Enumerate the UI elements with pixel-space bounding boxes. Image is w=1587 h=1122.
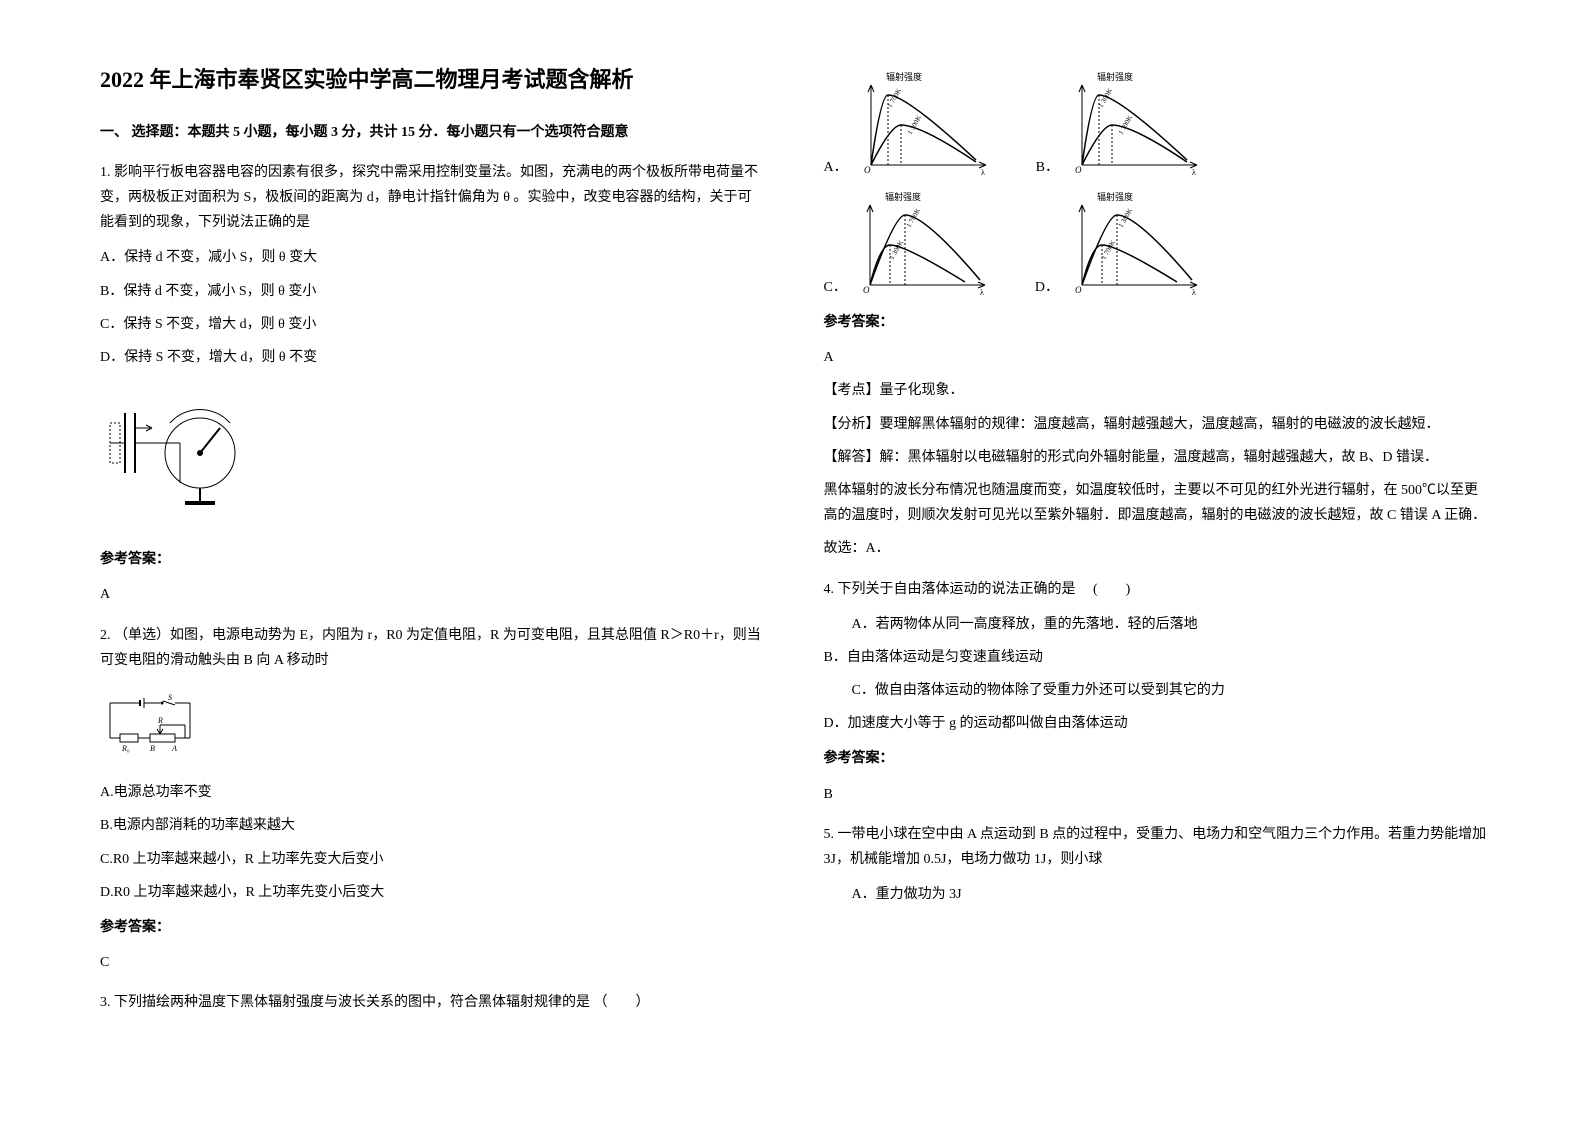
q1-answer: A [100, 582, 764, 607]
question-5: 5. 一带电小球在空中由 A 点运动到 B 点的过程中，受重力、电场力和空气阻力… [824, 822, 1488, 908]
graph-b-label: B． [1036, 155, 1059, 180]
graph-row-2: C． 辐射强度 1 700K 1 300K O λ D． 辐射强度 [824, 190, 1488, 300]
graph-a-label: A． [824, 155, 848, 180]
q1-opt-c: C．保持 S 不变，增大 d，则 θ 变小 [100, 312, 764, 337]
svg-text:O: O [863, 285, 870, 295]
q3-fenxi: 【分析】要理解黑体辐射的规律：温度越高，辐射越强越大，温度越高，辐射的电磁波的波… [824, 412, 1488, 437]
q2-opt-c: C.R0 上功率越来越小，R 上功率先变大后变小 [100, 847, 764, 872]
graph-d-label: D． [1035, 275, 1059, 300]
resistor-circuit-diagram: S R R₀ B A [100, 693, 200, 753]
question-2: 2. （单选）如图，电源电动势为 E，内阻为 r，R0 为定值电阻，R 为可变电… [100, 623, 764, 976]
svg-text:O: O [864, 165, 871, 175]
svg-text:1 700K: 1 700K [905, 207, 922, 229]
radiation-graph-b: 辐射强度 1 300K 1 700K O λ [1067, 70, 1207, 180]
svg-text:辐射强度: 辐射强度 [886, 71, 922, 82]
q2-answer: C [100, 950, 764, 975]
graph-d: D． 辐射强度 1 300K 1 700K O λ [1035, 190, 1207, 300]
svg-text:辐射强度: 辐射强度 [885, 191, 921, 202]
svg-text:λ: λ [981, 168, 985, 177]
q2-opt-b: B.电源内部消耗的功率越来越大 [100, 813, 764, 838]
q2-opt-a: A.电源总功率不变 [100, 780, 764, 805]
q2-text: 2. （单选）如图，电源电动势为 E，内阻为 r，R0 为定值电阻，R 为可变电… [100, 623, 764, 673]
question-1: 1. 影响平行板电容器电容的因素有很多，探究中需采用控制变量法。如图，充满电的两… [100, 160, 764, 608]
svg-text:S: S [168, 693, 172, 702]
q2-opt-d: D.R0 上功率越来越小，R 上功率先变小后变大 [100, 880, 764, 905]
svg-text:1 300K: 1 300K [905, 114, 922, 136]
right-column: A． 辐射强度 1 700K 1 300K O λ B． 辐射强度 [824, 60, 1488, 1031]
capacitor-circuit-diagram [100, 393, 260, 513]
q4-opt-d: D．加速度大小等于 g 的运动都叫做自由落体运动 [824, 711, 1488, 736]
q3-answer-label: 参考答案： [824, 310, 1488, 335]
svg-text:λ: λ [1192, 168, 1196, 177]
radiation-graph-a: 辐射强度 1 700K 1 300K O λ [856, 70, 996, 180]
svg-text:O: O [1075, 285, 1082, 295]
q2-answer-label: 参考答案： [100, 915, 764, 940]
svg-text:O: O [1075, 165, 1082, 175]
q3-jieda-1: 【解答】解：黑体辐射以电磁辐射的形式向外辐射能量，温度越高，辐射越强越大，故 B… [824, 445, 1488, 470]
q4-opt-c: C．做自由落体运动的物体除了受重力外还可以受到其它的力 [824, 678, 1488, 703]
svg-text:λ: λ [980, 288, 984, 297]
question-4: 4. 下列关于自由落体运动的说法正确的是 ( ) A．若两物体从同一高度释放，重… [824, 577, 1488, 807]
left-column: 2022 年上海市奉贤区实验中学高二物理月考试题含解析 一、 选择题：本题共 5… [100, 60, 764, 1031]
radiation-graph-c: 辐射强度 1 700K 1 300K O λ [855, 190, 995, 300]
graph-c-label: C． [824, 275, 847, 300]
q3-jieda-3: 故选：A． [824, 536, 1488, 561]
q4-answer-label: 参考答案： [824, 746, 1488, 771]
q3-jieda-2: 黑体辐射的波长分布情况也随温度而变，如温度较低时，主要以不可见的红外光进行辐射，… [824, 478, 1488, 528]
svg-text:R: R [157, 716, 163, 725]
svg-text:1 300K: 1 300K [1117, 207, 1134, 229]
graph-b: B． 辐射强度 1 300K 1 700K O λ [1036, 70, 1207, 180]
q1-answer-label: 参考答案： [100, 547, 764, 572]
q4-opt-b: B．自由落体运动是匀变速直线运动 [824, 645, 1488, 670]
page-title: 2022 年上海市奉贤区实验中学高二物理月考试题含解析 [100, 60, 764, 100]
svg-text:1 700K: 1 700K [885, 87, 902, 109]
graph-c: C． 辐射强度 1 700K 1 300K O λ [824, 190, 995, 300]
svg-text:R₀: R₀ [121, 744, 130, 753]
svg-text:A: A [171, 744, 177, 753]
graph-row-1: A． 辐射强度 1 700K 1 300K O λ B． 辐射强度 [824, 70, 1488, 180]
q3-kaodian: 【考点】量子化现象． [824, 378, 1488, 403]
svg-text:1 300K: 1 300K [1097, 87, 1114, 109]
q1-opt-d: D．保持 S 不变，增大 d，则 θ 不变 [100, 345, 764, 370]
q4-opt-a: A．若两物体从同一高度释放，重的先落地．轻的后落地 [824, 612, 1488, 637]
q1-text: 1. 影响平行板电容器电容的因素有很多，探究中需采用控制变量法。如图，充满电的两… [100, 160, 764, 236]
svg-text:辐射强度: 辐射强度 [1097, 191, 1133, 202]
svg-text:1 700K: 1 700K [1117, 114, 1134, 136]
q5-opt-a: A．重力做功为 3J [824, 882, 1488, 907]
question-3: 3. 下列描绘两种温度下黑体辐射强度与波长关系的图中，符合黑体辐射规律的是 （ … [100, 990, 764, 1015]
q4-text: 4. 下列关于自由落体运动的说法正确的是 ( ) [824, 577, 1488, 602]
radiation-graph-d: 辐射强度 1 300K 1 700K O λ [1067, 190, 1207, 300]
q3-text: 3. 下列描绘两种温度下黑体辐射强度与波长关系的图中，符合黑体辐射规律的是 （ … [100, 990, 764, 1015]
q1-opt-a: A．保持 d 不变，减小 S，则 θ 变大 [100, 245, 764, 270]
svg-text:辐射强度: 辐射强度 [1097, 71, 1133, 82]
q4-answer: B [824, 782, 1488, 807]
graph-a: A． 辐射强度 1 700K 1 300K O λ [824, 70, 996, 180]
q3-answer: A [824, 345, 1488, 370]
q5-text: 5. 一带电小球在空中由 A 点运动到 B 点的过程中，受重力、电场力和空气阻力… [824, 822, 1488, 872]
svg-text:λ: λ [1192, 288, 1196, 297]
section-header: 一、 选择题：本题共 5 小题，每小题 3 分，共计 15 分．每小题只有一个选… [100, 120, 764, 145]
q1-opt-b: B．保持 d 不变，减小 S，则 θ 变小 [100, 279, 764, 304]
svg-text:B: B [150, 744, 155, 753]
